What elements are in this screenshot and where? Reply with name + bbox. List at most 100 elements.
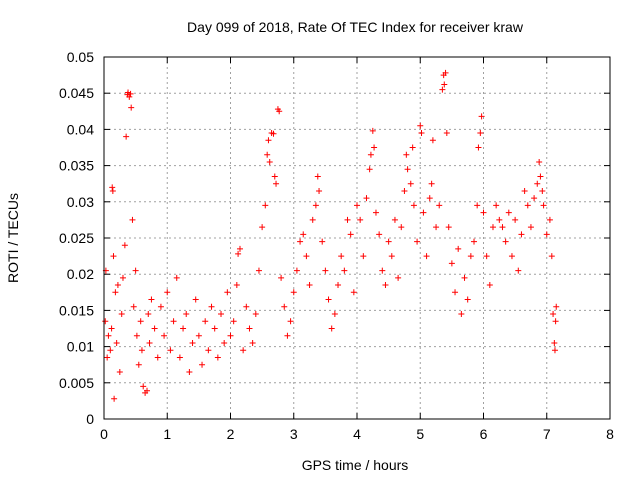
data-point [341, 267, 348, 274]
data-point [195, 332, 202, 339]
data-point [133, 332, 140, 339]
data-point [474, 202, 481, 209]
data-point [499, 224, 506, 231]
data-point [125, 89, 132, 96]
data-point [224, 289, 231, 296]
data-point [105, 332, 112, 339]
data-point [112, 289, 119, 296]
data-point [161, 332, 168, 339]
data-point [265, 137, 272, 144]
data-point [202, 318, 209, 325]
data-point [409, 144, 416, 151]
data-point [369, 127, 376, 134]
data-point [551, 347, 558, 354]
data-point [176, 354, 183, 361]
data-point [429, 137, 436, 144]
data-point [385, 238, 392, 245]
data-point [123, 133, 130, 140]
data-point [382, 282, 389, 289]
data-point [442, 69, 449, 76]
data-point [360, 253, 367, 260]
data-point [452, 289, 459, 296]
y-tick-label: 0.05 [67, 49, 94, 65]
data-point [357, 216, 364, 223]
data-point [218, 311, 225, 318]
data-point [314, 173, 321, 180]
data-point [388, 253, 395, 260]
data-point [127, 90, 134, 97]
data-point [157, 303, 164, 310]
data-point [428, 180, 435, 187]
data-point [273, 180, 280, 187]
data-point [167, 347, 174, 354]
data-point [297, 238, 304, 245]
data-point [391, 216, 398, 223]
data-point [372, 209, 379, 216]
data-point [347, 231, 354, 238]
data-point [270, 130, 277, 137]
data-point [426, 195, 433, 202]
data-point [293, 267, 300, 274]
y-tick-label: 0.04 [67, 121, 94, 137]
x-tick-label: 0 [100, 426, 108, 442]
data-point [534, 180, 541, 187]
data-point [109, 187, 116, 194]
data-point [445, 224, 452, 231]
data-point [104, 354, 111, 361]
data-point [478, 113, 485, 120]
x-tick-label: 6 [480, 426, 488, 442]
data-point [518, 231, 525, 238]
data-point [186, 368, 193, 375]
data-point [236, 245, 243, 252]
data-point [417, 122, 424, 129]
data-point [464, 296, 471, 303]
data-point [180, 325, 187, 332]
data-point [536, 158, 543, 165]
data-point [403, 151, 410, 158]
data-point [271, 173, 278, 180]
data-point [235, 250, 242, 257]
tick-labels: 0 1 2 3 4 5 6 7 8 0 0.005 0.01 0.015 0.02 0.025 0.03 0.0… [59, 49, 614, 442]
data-point [461, 274, 468, 281]
data-point [205, 347, 212, 354]
data-point [151, 325, 158, 332]
data-point [132, 267, 139, 274]
data-point [319, 238, 326, 245]
data-point [118, 311, 125, 318]
data-point [249, 339, 256, 346]
data-point [489, 224, 496, 231]
x-axis-label: GPS time / hours [302, 457, 409, 473]
data-point [110, 253, 117, 260]
data-point [170, 318, 177, 325]
data-point [515, 267, 522, 274]
data-point [443, 130, 450, 137]
data-point [505, 209, 512, 216]
data-point [376, 231, 383, 238]
data-point [262, 202, 269, 209]
data-point [140, 383, 147, 390]
data-point [130, 303, 137, 310]
y-tick-label: 0.045 [59, 85, 94, 101]
data-point [290, 289, 297, 296]
data-point [107, 347, 114, 354]
data-point [119, 274, 126, 281]
data-point [493, 202, 500, 209]
data-point [480, 209, 487, 216]
data-point [240, 347, 247, 354]
data-point [344, 216, 351, 223]
x-tick-label: 4 [353, 426, 361, 442]
x-tick-label: 5 [416, 426, 424, 442]
data-point [350, 289, 357, 296]
data-point [404, 166, 411, 173]
data-point [154, 354, 161, 361]
data-point [551, 339, 558, 346]
data-point [379, 267, 386, 274]
data-point [312, 202, 319, 209]
data-point [126, 93, 133, 100]
data-point [135, 361, 142, 368]
data-point [407, 180, 414, 187]
data-point [331, 311, 338, 318]
data-point [371, 144, 378, 151]
data-point [109, 184, 116, 191]
data-point [138, 347, 145, 354]
